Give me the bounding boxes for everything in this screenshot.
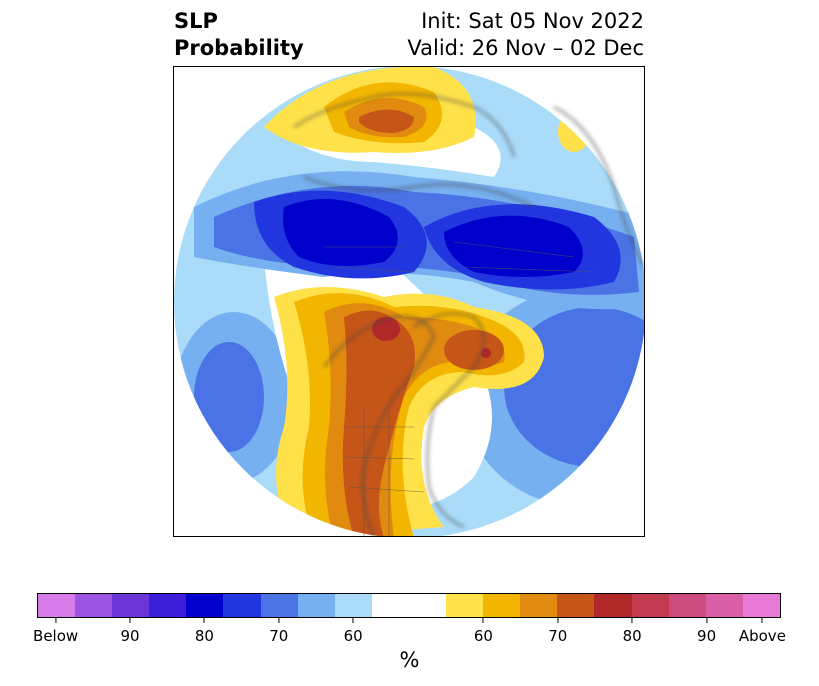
forecast-dates: Init: Sat 05 Nov 2022 Valid: 26 Nov – 02… xyxy=(407,8,644,62)
colorbar-ticks: Below 90 80 70 60 60 70 80 90 Above xyxy=(33,618,786,648)
tick-label: 70 xyxy=(269,627,289,645)
tick-mark xyxy=(631,618,633,623)
tick-label: Above xyxy=(738,627,786,645)
colorbar-segment xyxy=(520,594,558,617)
tick-mark xyxy=(706,618,708,623)
tick-mark xyxy=(761,618,763,623)
init-date: Init: Sat 05 Nov 2022 xyxy=(421,9,644,33)
colorbar-segment xyxy=(186,594,224,617)
probability-field xyxy=(174,67,644,536)
colorbar-segment xyxy=(631,594,669,617)
coastlines xyxy=(293,92,644,536)
tick-mark xyxy=(482,618,484,623)
colorbar-tick: 90 xyxy=(697,618,716,645)
colorbar-segment xyxy=(334,594,372,617)
colorbar-segment xyxy=(705,594,743,617)
tick-mark xyxy=(55,618,57,623)
colorbar-segment xyxy=(38,594,76,617)
colorbar xyxy=(37,593,781,618)
tick-mark xyxy=(557,618,559,623)
colorbar-segment xyxy=(112,594,150,617)
colorbar-segment xyxy=(260,594,298,617)
tick-mark xyxy=(129,618,131,623)
colorbar-tick: 60 xyxy=(344,618,363,645)
colorbar-segment xyxy=(557,594,595,617)
tick-label: Below xyxy=(33,627,79,645)
colorbar-tick: 80 xyxy=(623,618,642,645)
political-borders xyxy=(324,241,595,536)
tick-label: 90 xyxy=(120,627,140,645)
map-svg xyxy=(174,67,644,536)
colorbar-segment xyxy=(75,594,113,617)
title-line-2: Probability xyxy=(174,36,304,60)
colorbar-segment xyxy=(483,594,521,617)
tick-label: 60 xyxy=(343,627,363,645)
chart-title: SLP Probability xyxy=(174,8,304,62)
tick-mark xyxy=(278,618,280,623)
colorbar-tick: 70 xyxy=(548,618,567,645)
colorbar-tick: 60 xyxy=(474,618,493,645)
colorbar-segment xyxy=(371,594,447,617)
colorbar-segment xyxy=(446,594,484,617)
probability-map[interactable] xyxy=(173,66,645,537)
tick-label: 90 xyxy=(697,627,717,645)
valid-period: Valid: 26 Nov – 02 Dec xyxy=(407,36,644,60)
colorbar-tick: 70 xyxy=(269,618,288,645)
tick-mark xyxy=(352,618,354,623)
tick-label: 70 xyxy=(548,627,568,645)
colorbar-segment xyxy=(668,594,706,617)
colorbar-segment xyxy=(149,594,187,617)
colorbar-segment xyxy=(297,594,335,617)
colorbar-tick: 90 xyxy=(120,618,140,645)
colorbar-segment xyxy=(223,594,261,617)
colorbar-tick: Below xyxy=(33,618,78,645)
colorbar-segment xyxy=(742,594,780,617)
tick-label: 80 xyxy=(194,627,214,645)
colorbar-tick: 80 xyxy=(195,618,214,645)
tick-mark xyxy=(203,618,205,623)
tick-label: 80 xyxy=(622,627,642,645)
tick-label: 60 xyxy=(473,627,493,645)
title-line-1: SLP xyxy=(174,9,218,33)
colorbar-unit-label: % xyxy=(399,648,420,672)
colorbar-segment xyxy=(594,594,632,617)
colorbar-tick: Above xyxy=(739,618,786,645)
